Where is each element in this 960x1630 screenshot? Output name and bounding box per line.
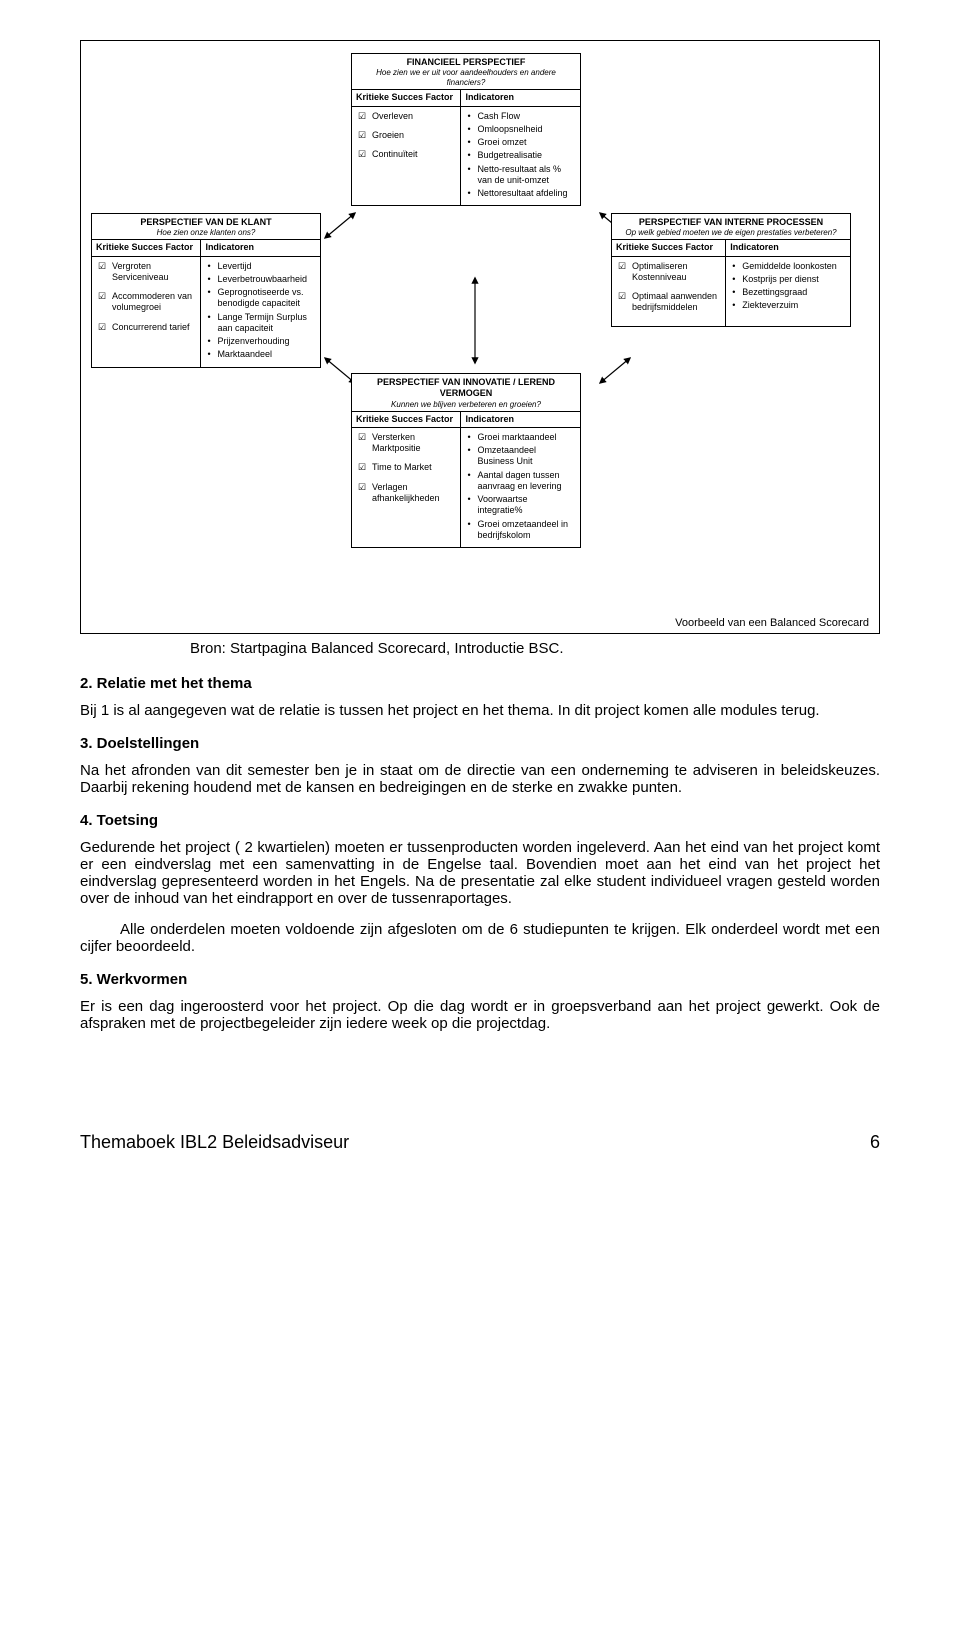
indicator-item: Budgetrealisatie: [467, 150, 574, 161]
bsc-card-financieel: FINANCIEEL PERSPECTIEFHoe zien we er uit…: [351, 53, 581, 206]
factor-item: Accommoderen van volumegroei: [98, 291, 194, 314]
bsc-card-title: PERSPECTIEF VAN DE KLANT: [96, 217, 316, 228]
bsc-card-subtitle: Hoe zien we er uit voor aandeelhouders e…: [356, 68, 576, 88]
factor-item: Groeien: [358, 130, 454, 141]
indicator-item: Levertijd: [207, 261, 314, 272]
indicator-item: Netto-resultaat als % van de unit-omzet: [467, 164, 574, 187]
factor-item: Verlagen afhankelijkheden: [358, 482, 454, 505]
bsc-caption: Voorbeeld van een Balanced Scorecard: [91, 617, 869, 629]
factor-item: Vergroten Serviceniveau: [98, 261, 194, 284]
bsc-card-title: PERSPECTIEF VAN INNOVATIE / LEREND VERMO…: [356, 377, 576, 400]
section-5-heading: 5. Werkvormen: [80, 971, 880, 988]
col-header-factor: Kritieke Succes Factor: [352, 412, 461, 427]
footer-page: 6: [870, 1132, 880, 1153]
col-header-factor: Kritieke Succes Factor: [92, 240, 201, 255]
section-4-body-2: Alle onderdelen moeten voldoende zijn af…: [80, 921, 880, 955]
page-footer: Themaboek IBL2 Beleidsadviseur 6: [80, 1132, 880, 1153]
indicator-item: Lange Termijn Surplus aan capaciteit: [207, 312, 314, 335]
col-header-indicator: Indicatoren: [201, 240, 320, 255]
col-header-indicator: Indicatoren: [726, 240, 850, 255]
factor-item: Time to Market: [358, 462, 454, 473]
bsc-card-title: PERSPECTIEF VAN INTERNE PROCESSEN: [616, 217, 846, 228]
factor-item: Overleven: [358, 111, 454, 122]
bsc-card-subtitle: Hoe zien onze klanten ons?: [96, 228, 316, 238]
indicator-item: Groei marktaandeel: [467, 432, 574, 443]
section-2-body: Bij 1 is al aangegeven wat de relatie is…: [80, 702, 880, 719]
section-5-body: Er is een dag ingeroosterd voor het proj…: [80, 998, 880, 1032]
indicator-item: Leverbetrouwbaarheid: [207, 274, 314, 285]
indicator-item: Omzetaandeel Business Unit: [467, 445, 574, 468]
indicator-item: Groei omzet: [467, 137, 574, 148]
indicator-item: Cash Flow: [467, 111, 574, 122]
col-header-indicator: Indicatoren: [461, 90, 580, 105]
section-2-heading: 2. Relatie met het thema: [80, 675, 880, 692]
bsc-card-subtitle: Kunnen we blijven verbeteren en groeien?: [356, 400, 576, 410]
factor-item: Concurrerend tarief: [98, 322, 194, 333]
bsc-card-title: FINANCIEEL PERSPECTIEF: [356, 57, 576, 68]
indicator-item: Prijzenverhouding: [207, 336, 314, 347]
bsc-card-subtitle: Op welk gebied moeten we de eigen presta…: [616, 228, 846, 238]
indicator-item: Kostprijs per dienst: [732, 274, 844, 285]
indicator-item: Groei omzetaandeel in bedrijfskolom: [467, 519, 574, 542]
bsc-diagram: FINANCIEEL PERSPECTIEFHoe zien we er uit…: [80, 40, 880, 634]
factor-item: Optimaal aanwenden bedrijfsmiddelen: [618, 291, 719, 314]
col-header-indicator: Indicatoren: [461, 412, 580, 427]
indicator-item: Geprognotiseerde vs. benodigde capacitei…: [207, 287, 314, 310]
col-header-factor: Kritieke Succes Factor: [612, 240, 726, 255]
section-3-body: Na het afronden van dit semester ben je …: [80, 762, 880, 796]
indicator-item: Ziekteverzuim: [732, 300, 844, 311]
factor-item: Optimaliseren Kostenniveau: [618, 261, 719, 284]
indicator-item: Voorwaartse integratie%: [467, 494, 574, 517]
indicator-item: Bezettingsgraad: [732, 287, 844, 298]
footer-title: Themaboek IBL2 Beleidsadviseur: [80, 1132, 349, 1153]
factor-item: Continuïteit: [358, 149, 454, 160]
indicator-item: Nettoresultaat afdeling: [467, 188, 574, 199]
section-4-body-1: Gedurende het project ( 2 kwartielen) mo…: [80, 839, 880, 907]
factor-item: Versterken Marktpositie: [358, 432, 454, 455]
col-header-factor: Kritieke Succes Factor: [352, 90, 461, 105]
bsc-card-intern: PERSPECTIEF VAN INTERNE PROCESSENOp welk…: [611, 213, 851, 327]
bsc-card-klant: PERSPECTIEF VAN DE KLANTHoe zien onze kl…: [91, 213, 321, 368]
indicator-item: Aantal dagen tussen aanvraag en levering: [467, 470, 574, 493]
bsc-card-innovatie: PERSPECTIEF VAN INNOVATIE / LEREND VERMO…: [351, 373, 581, 548]
section-4-heading: 4. Toetsing: [80, 812, 880, 829]
source-line: Bron: Startpagina Balanced Scorecard, In…: [190, 640, 880, 657]
indicator-item: Gemiddelde loonkosten: [732, 261, 844, 272]
indicator-item: Omloopsnelheid: [467, 124, 574, 135]
section-3-heading: 3. Doelstellingen: [80, 735, 880, 752]
indicator-item: Marktaandeel: [207, 349, 314, 360]
